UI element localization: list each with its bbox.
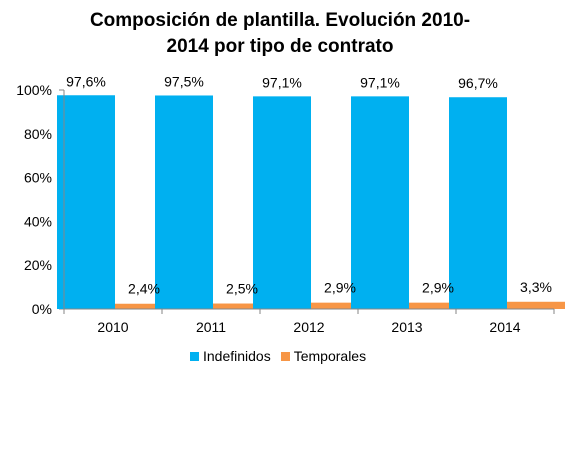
- chart-title: Composición de plantilla. Evolución 2010…: [30, 8, 530, 60]
- y-tick-label: 20%: [24, 257, 52, 273]
- legend-swatch-indefinidos: [190, 351, 199, 361]
- bar-temporales-2013: [409, 302, 467, 309]
- x-tick-label: 2011: [196, 319, 226, 335]
- data-labels: 97,6% 2,4% 97,5% 2,5% 97,1% 2,9% 97,1% 2,9% 96,7…: [66, 73, 552, 296]
- chart-title-line-1: Composición de plantilla. Evolución 2010…: [89, 10, 471, 31]
- legend: Indefinidos Temporales: [190, 348, 376, 364]
- bar-temporales-2014: [507, 301, 565, 309]
- data-label-temporales-2013: 2,9%: [422, 280, 454, 296]
- y-tick-label: 80%: [24, 126, 52, 142]
- legend-label-temporales: Temporales: [293, 348, 367, 364]
- legend-item-indefinidos: Indefinidos: [190, 348, 271, 364]
- bars: [57, 95, 565, 310]
- bar-indefinidos-2014: [449, 97, 507, 310]
- data-label-indefinidos-2012: 97,1%: [262, 74, 302, 90]
- legend-label-indefinidos: Indefinidos: [203, 348, 271, 364]
- y-tick-label: 100%: [16, 82, 52, 98]
- data-label-temporales-2011: 2,5%: [226, 281, 258, 297]
- data-label-indefinidos-2013: 97,1%: [360, 74, 400, 90]
- data-label-indefinidos-2011: 97,5%: [164, 73, 204, 89]
- bar-indefinidos-2012: [253, 96, 311, 309]
- bar-indefinidos-2013: [351, 96, 409, 309]
- axes: [63, 90, 555, 314]
- bar-temporales-2011: [213, 303, 271, 309]
- bar-temporales-2012: [311, 302, 369, 309]
- y-tick-label: 60%: [24, 170, 52, 186]
- bar-indefinidos-2011: [155, 95, 213, 309]
- x-tick-label: 2013: [391, 319, 422, 335]
- data-label-indefinidos-2010: 97,6%: [66, 73, 106, 89]
- data-label-indefinidos-2014: 96,7%: [458, 75, 498, 91]
- x-tick-label: 2010: [97, 319, 128, 335]
- data-label-temporales-2012: 2,9%: [324, 280, 356, 296]
- bar-temporales-2010: [115, 303, 173, 309]
- y-axis-ticks: 0% 20% 40% 60% 80% 100%: [16, 82, 64, 317]
- y-tick-label: 0%: [32, 301, 52, 317]
- chart-title-line-2: 2014 por tipo de contrato: [166, 36, 394, 57]
- x-axis-ticks: 2010 2011 2012 2013 2014: [97, 319, 520, 335]
- data-label-temporales-2014: 3,3%: [520, 279, 552, 295]
- bar-indefinidos-2010: [57, 95, 115, 309]
- y-tick-label: 40%: [24, 213, 52, 229]
- x-tick-label: 2012: [293, 319, 324, 335]
- legend-item-temporales: Temporales: [280, 348, 367, 364]
- data-label-temporales-2010: 2,4%: [128, 281, 160, 297]
- x-tick-label: 2014: [489, 319, 520, 335]
- legend-swatch-temporales: [280, 351, 290, 361]
